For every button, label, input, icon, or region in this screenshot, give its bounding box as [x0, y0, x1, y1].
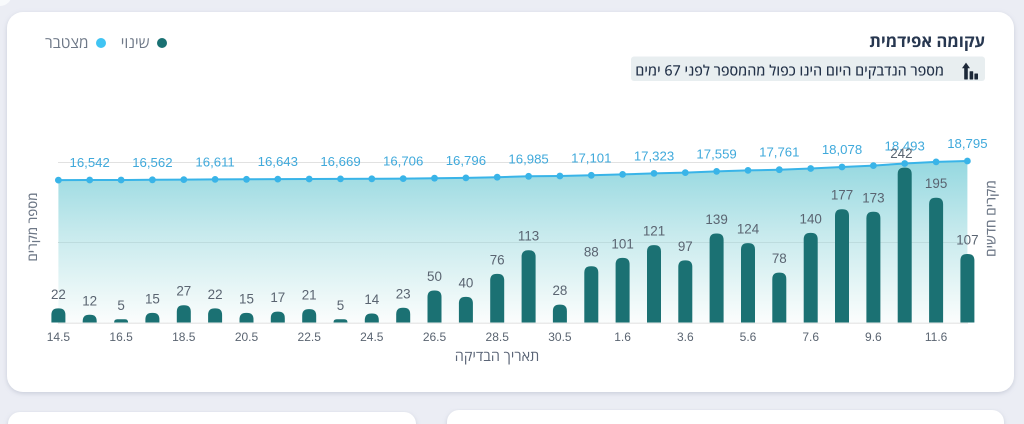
svg-text:17,101: 17,101 [571, 150, 611, 165]
svg-text:17: 17 [270, 290, 285, 305]
svg-text:28: 28 [552, 283, 567, 298]
svg-text:18,493: 18,493 [885, 139, 925, 154]
svg-text:14: 14 [364, 292, 379, 307]
svg-text:16,643: 16,643 [258, 154, 298, 169]
svg-text:17,761: 17,761 [759, 145, 799, 160]
svg-text:16,669: 16,669 [320, 154, 360, 169]
svg-text:23: 23 [396, 286, 411, 301]
svg-text:22: 22 [51, 287, 66, 302]
svg-text:12: 12 [82, 293, 97, 308]
svg-text:24.5: 24.5 [360, 330, 384, 344]
svg-text:5: 5 [337, 298, 344, 313]
svg-text:16,562: 16,562 [132, 155, 172, 170]
svg-text:16,706: 16,706 [383, 154, 423, 169]
svg-text:16.5: 16.5 [109, 330, 133, 344]
svg-text:22: 22 [208, 287, 223, 302]
svg-text:15: 15 [239, 291, 254, 306]
svg-text:5.6: 5.6 [740, 330, 757, 344]
svg-text:242: 242 [890, 146, 912, 161]
svg-text:78: 78 [772, 251, 787, 266]
svg-text:139: 139 [705, 212, 727, 227]
svg-text:20.5: 20.5 [235, 330, 259, 344]
svg-text:11.6: 11.6 [925, 330, 948, 344]
svg-text:28.5: 28.5 [486, 330, 510, 344]
svg-text:101: 101 [611, 236, 633, 251]
svg-text:1.6: 1.6 [614, 330, 631, 344]
svg-text:14.5: 14.5 [47, 330, 71, 344]
svg-text:50: 50 [427, 269, 442, 284]
svg-text:16,611: 16,611 [195, 154, 234, 169]
svg-text:173: 173 [862, 190, 884, 205]
svg-text:22.5: 22.5 [298, 330, 322, 344]
svg-text:16,542: 16,542 [70, 155, 110, 170]
svg-text:121: 121 [643, 224, 665, 239]
svg-text:113: 113 [518, 229, 539, 244]
svg-text:7.6: 7.6 [802, 330, 819, 344]
svg-text:27: 27 [176, 284, 191, 299]
svg-text:26.5: 26.5 [423, 330, 447, 344]
svg-text:18,795: 18,795 [947, 136, 987, 151]
svg-text:18,078: 18,078 [822, 142, 862, 157]
svg-text:9.6: 9.6 [865, 330, 882, 344]
svg-text:107: 107 [956, 233, 978, 248]
svg-text:17,559: 17,559 [696, 146, 736, 161]
svg-text:30.5: 30.5 [548, 330, 572, 344]
svg-text:5: 5 [117, 298, 124, 313]
svg-text:16,985: 16,985 [508, 151, 548, 166]
svg-text:88: 88 [584, 245, 599, 260]
svg-text:97: 97 [678, 239, 693, 254]
svg-text:3.6: 3.6 [677, 330, 694, 344]
svg-text:18.5: 18.5 [172, 330, 196, 344]
svg-text:195: 195 [925, 176, 947, 191]
svg-text:76: 76 [490, 252, 505, 267]
svg-text:17,323: 17,323 [634, 148, 674, 163]
svg-text:15: 15 [145, 291, 160, 306]
svg-text:140: 140 [800, 211, 822, 226]
svg-text:21: 21 [302, 288, 317, 303]
svg-text:40: 40 [458, 275, 473, 290]
svg-text:16,796: 16,796 [446, 153, 486, 168]
svg-text:177: 177 [831, 188, 853, 203]
svg-text:124: 124 [737, 222, 760, 237]
